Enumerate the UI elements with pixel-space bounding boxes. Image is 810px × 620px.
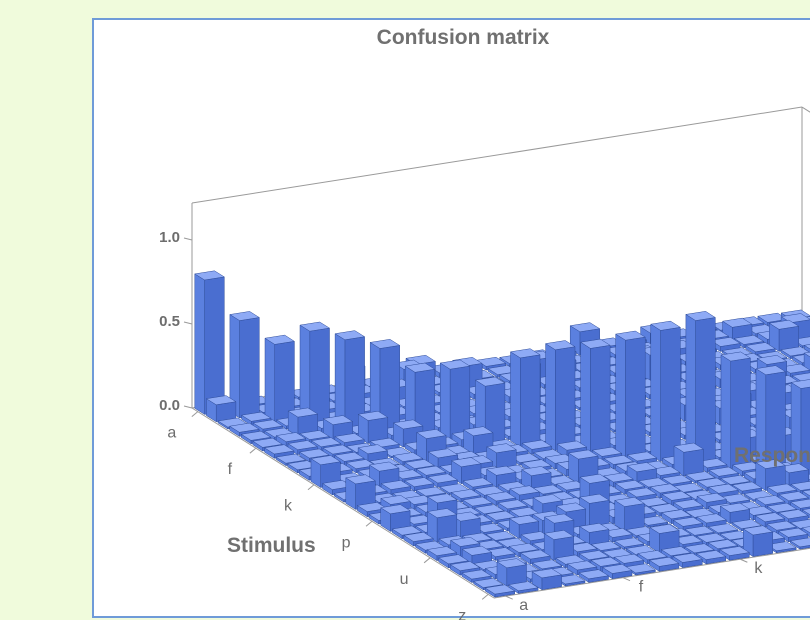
- y-axis-label: Response: [734, 444, 810, 467]
- y-tick-mark: [623, 578, 630, 581]
- bar: [511, 349, 541, 447]
- x-tick-mark: [424, 558, 430, 563]
- z-tick-mark: [184, 322, 192, 324]
- bar: [615, 497, 645, 531]
- bar: [686, 311, 715, 465]
- bar3d-chart: Confusion matrix afkpuzafkpuz0.00.51.0 S…: [94, 20, 810, 620]
- x-tick-mark: [192, 412, 198, 417]
- y-tick-mark: [506, 596, 513, 599]
- z-tick-mark: [184, 238, 192, 240]
- box-edge: [192, 107, 802, 203]
- x-tick-label: k: [284, 498, 293, 515]
- x-tick-label: p: [342, 534, 351, 551]
- bar: [546, 341, 575, 451]
- z-tick-label: 1.0: [159, 229, 180, 246]
- x-tick-mark: [366, 521, 372, 526]
- chart-title: Confusion matrix: [377, 26, 550, 49]
- bar: [440, 360, 470, 440]
- x-tick-mark: [482, 594, 488, 599]
- box-edge: [802, 107, 810, 297]
- z-tick-label: 0.0: [159, 397, 180, 414]
- bar: [265, 335, 294, 422]
- x-tick-label: a: [167, 425, 176, 442]
- bar: [195, 271, 225, 415]
- bar: [497, 559, 527, 587]
- x-tick-mark: [250, 448, 256, 453]
- bar: [651, 321, 681, 461]
- x-tick-mark: [308, 485, 314, 490]
- bar: [769, 320, 798, 351]
- x-axis-label: Stimulus: [227, 534, 316, 557]
- bar: [616, 331, 646, 458]
- y-tick-label: f: [639, 579, 644, 596]
- x-tick-label: f: [228, 461, 233, 478]
- x-tick-label: u: [400, 571, 409, 588]
- y-tick-label: a: [519, 597, 528, 614]
- y-tick-mark: [740, 559, 747, 562]
- bar: [674, 443, 704, 476]
- z-tick-label: 0.5: [159, 313, 180, 330]
- chart-panel: Confusion matrix afkpuzafkpuz0.00.51.0 S…: [92, 18, 810, 618]
- bar: [581, 339, 610, 454]
- z-tick-mark: [184, 406, 192, 408]
- y-tick-label: k: [754, 560, 763, 577]
- bar: [206, 396, 236, 422]
- x-tick-label: z: [458, 607, 466, 620]
